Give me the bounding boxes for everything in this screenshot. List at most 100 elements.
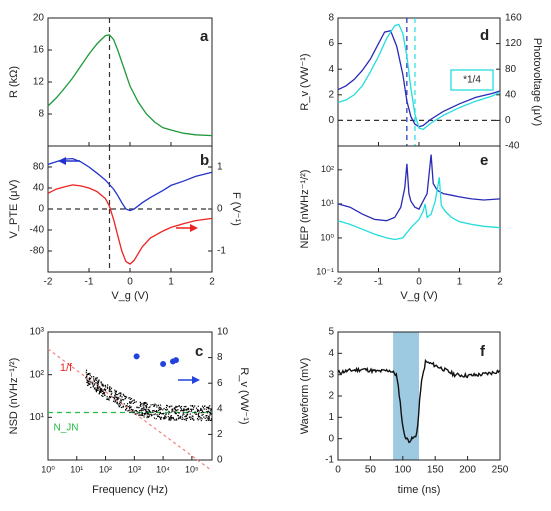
panel-c-noise-point bbox=[203, 405, 206, 407]
panel-c-noise-point bbox=[85, 369, 88, 371]
panel-c-rv-arrow-head bbox=[192, 376, 200, 384]
panel-c-noise-point bbox=[166, 404, 168, 406]
panel-c-noise-point bbox=[179, 416, 181, 418]
panel-letter-b: b bbox=[200, 152, 209, 169]
panel-c-noise-point bbox=[175, 413, 177, 415]
panel-c-noise-point bbox=[174, 411, 176, 413]
panel-c-noise-point bbox=[178, 405, 180, 407]
panel-d-y2tick-label: 160 bbox=[505, 13, 522, 24]
panel-c-noise-point bbox=[88, 383, 90, 386]
panel-c-noise-point bbox=[94, 383, 96, 385]
panel-e-xtick-label: 1 bbox=[457, 277, 463, 288]
panel-c-noise-point bbox=[209, 414, 211, 416]
panel-c-noise-point bbox=[102, 393, 104, 395]
panel-c-noise-point bbox=[157, 404, 159, 406]
panel-c-noise-point bbox=[133, 401, 135, 403]
panel-c-noise-point bbox=[186, 413, 188, 415]
panel-c-noise-point bbox=[116, 398, 118, 400]
panel-c-noise-point bbox=[143, 402, 145, 404]
panel-c-noise-point bbox=[200, 416, 202, 419]
panel-c-noise-point bbox=[127, 410, 129, 412]
panel-c-noise-point bbox=[209, 412, 211, 414]
panel-c-noise-point bbox=[156, 406, 158, 408]
panel-c-noise-point bbox=[116, 402, 118, 404]
panel-c-noise-point bbox=[197, 413, 199, 415]
panel-c-noise-point bbox=[118, 406, 120, 408]
panel-c-noise-point bbox=[205, 408, 207, 410]
panel-c-noise-point bbox=[123, 394, 125, 396]
panel-c-noise-point bbox=[142, 403, 144, 405]
panel-c-noise-point bbox=[89, 383, 91, 385]
panel-b-ytick-label: 0 bbox=[38, 204, 44, 215]
panel-c-noise-point bbox=[208, 418, 210, 420]
panel-c-noise-point bbox=[120, 395, 122, 397]
panel-f-ylabel: Waveform (mV) bbox=[299, 358, 311, 435]
panel-f-waveform-line bbox=[337, 358, 500, 444]
panel-c-noise-point bbox=[125, 396, 128, 398]
panel-c-noise-point bbox=[187, 411, 190, 413]
panel-c-noise-point bbox=[176, 419, 178, 421]
panel-c-xtick-label: 10² bbox=[99, 464, 112, 474]
panel-f-ytick-label: 1 bbox=[328, 412, 334, 423]
panel-c-noise-point bbox=[131, 411, 133, 413]
panel-c-noise-point bbox=[86, 381, 88, 383]
panel-c-noise-point bbox=[181, 418, 183, 420]
panel-letter-e: e bbox=[480, 152, 488, 169]
panel-c-noise-point bbox=[186, 408, 188, 410]
panel-c-noise-point bbox=[200, 419, 202, 422]
panel-c-noise-point bbox=[152, 410, 154, 412]
panel-c-noise-point bbox=[110, 389, 112, 391]
panel-c-noise-point bbox=[115, 400, 117, 402]
panel-c-noise-point bbox=[93, 379, 95, 382]
panel-c-noise-point bbox=[114, 396, 116, 398]
panel-c-noise-point bbox=[165, 409, 167, 411]
panel-c-y2tick-label: 6 bbox=[217, 378, 223, 389]
panel-e-ytick-label: 10⁰ bbox=[320, 232, 334, 242]
panel-c-noise-point bbox=[106, 396, 108, 398]
panel-c-noise-point bbox=[186, 414, 188, 416]
panel-c-noise-point bbox=[181, 416, 183, 418]
panel-c-noise-point bbox=[96, 379, 98, 381]
panel-c-noise-point bbox=[108, 390, 110, 392]
panel-c-noise-point bbox=[134, 410, 136, 412]
panel-c-noise-point bbox=[146, 412, 148, 414]
panel-c-noise-point bbox=[190, 418, 192, 420]
panel-c-noise-point bbox=[108, 397, 110, 399]
panel-c-noise-point bbox=[159, 409, 161, 411]
panel-c-noise-point bbox=[156, 411, 158, 413]
panel-c-noise-point bbox=[126, 403, 129, 405]
panel-c-noise-point bbox=[89, 372, 91, 374]
panel-c-noise-point bbox=[177, 409, 179, 411]
panel-c-noise-point bbox=[129, 397, 131, 399]
panel-c-noise-point bbox=[136, 412, 138, 415]
panel-c-noise-point bbox=[104, 392, 106, 394]
panel-b-blue-line bbox=[47, 157, 213, 212]
panel-c-noise-point bbox=[154, 403, 156, 405]
panel-c-noise-point bbox=[102, 383, 104, 385]
panel-c-noise-point bbox=[171, 409, 173, 411]
panel-c-noise-point bbox=[197, 416, 199, 418]
panel-c-noise-point bbox=[114, 389, 116, 391]
panel-c-noise-point bbox=[106, 386, 108, 388]
panel-f-xtick-label: 200 bbox=[459, 465, 476, 476]
panel-c-noise-point bbox=[96, 377, 98, 379]
panel-f-xtick-label: 50 bbox=[365, 465, 377, 476]
panel-c-noise-point bbox=[185, 409, 187, 411]
panel-c-xtick-label: 10⁰ bbox=[41, 464, 55, 474]
panel-c-noise-point bbox=[183, 409, 185, 412]
panel-c-noise-point bbox=[175, 409, 177, 411]
panel-c-noise-point bbox=[210, 419, 212, 421]
panel-c-noise-point bbox=[167, 416, 169, 418]
panel-c-noise-point bbox=[146, 417, 148, 419]
panel-c-noise-point bbox=[115, 390, 118, 392]
panel-c-ytick-label: 10¹ bbox=[30, 412, 45, 423]
panel-c-noise-point bbox=[185, 419, 187, 421]
panel-d-ytick-label: 0 bbox=[328, 115, 334, 126]
panel-c-noise-point bbox=[191, 418, 194, 420]
panel-c-noise-point bbox=[110, 393, 112, 395]
panel-c-noise-point bbox=[97, 385, 99, 387]
panel-c-noise-point bbox=[190, 408, 192, 410]
panel-c-noise-point bbox=[121, 396, 123, 398]
panel-c-noise-point bbox=[98, 392, 100, 394]
panel-c-noise-point bbox=[189, 413, 191, 415]
